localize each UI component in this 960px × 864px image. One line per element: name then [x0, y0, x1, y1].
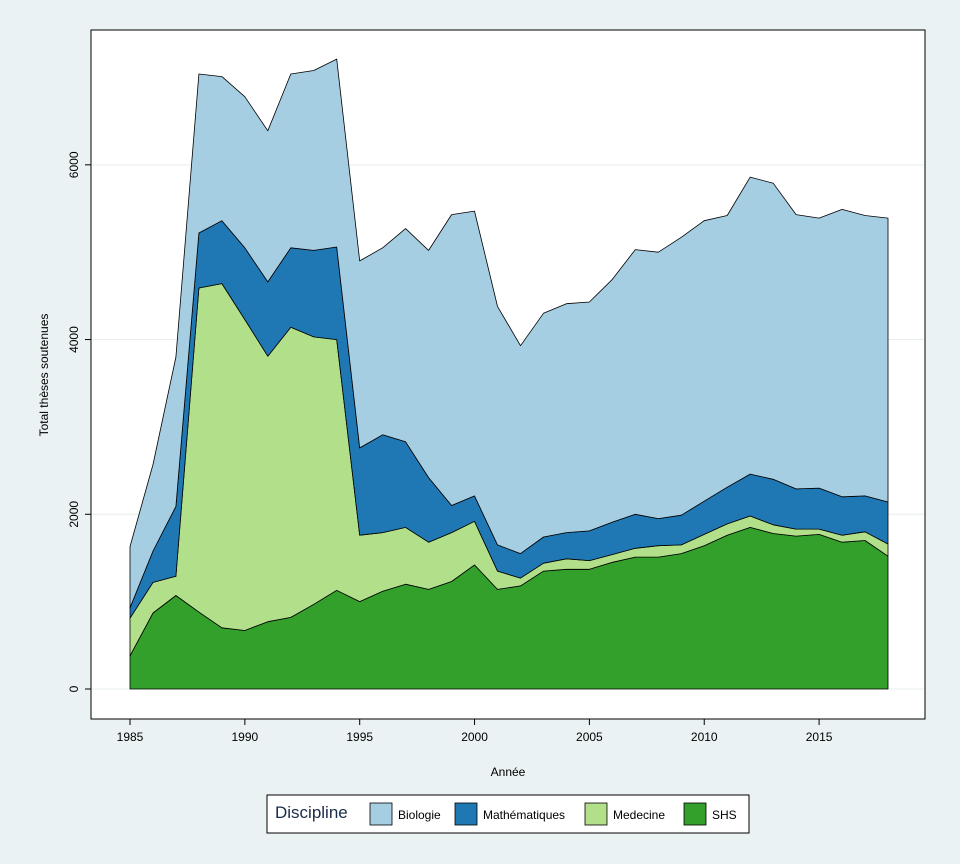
legend-label-mathematiques: Mathématiques: [483, 808, 565, 822]
legend-box: [266, 794, 750, 834]
x-tick-label-2000: 2000: [461, 730, 488, 744]
area-series: [129, 58, 889, 690]
legend: Discipline Biologie Mathématiques Medecine…: [266, 794, 750, 834]
x-tick-label-1995: 1995: [346, 730, 373, 744]
y-axis-title: Total thèses soutenues: [37, 314, 51, 437]
y-tick-label-4000: 4000: [67, 326, 81, 353]
legend-swatch-biologie: [369, 802, 393, 826]
area-biologie: [129, 58, 889, 609]
y-tick-label-2000: 2000: [67, 501, 81, 528]
x-tick-label-2015: 2015: [806, 730, 833, 744]
legend-swatch-medecine: [584, 802, 608, 826]
legend-label-biologie: Biologie: [398, 808, 441, 822]
legend-swatch-mathematiques: [454, 802, 478, 826]
x-tick-label-2010: 2010: [691, 730, 718, 744]
x-axis-title: Année: [491, 765, 526, 779]
y-axis: 0 2000 4000 6000: [67, 30, 92, 719]
x-tick-label-1990: 1990: [231, 730, 258, 744]
legend-title: Discipline: [275, 803, 348, 822]
y-tick-label-6000: 6000: [67, 151, 81, 178]
legend-swatch-shs: [683, 802, 707, 826]
legend-label-medecine: Medecine: [613, 808, 665, 822]
x-tick-label-2005: 2005: [576, 730, 603, 744]
x-axis: 1985 1990 1995 2000 2005 2010 2015: [91, 718, 925, 744]
y-tick-label-0: 0: [67, 685, 81, 692]
x-tick-label-1985: 1985: [117, 730, 144, 744]
legend-label-shs: SHS: [712, 808, 737, 822]
